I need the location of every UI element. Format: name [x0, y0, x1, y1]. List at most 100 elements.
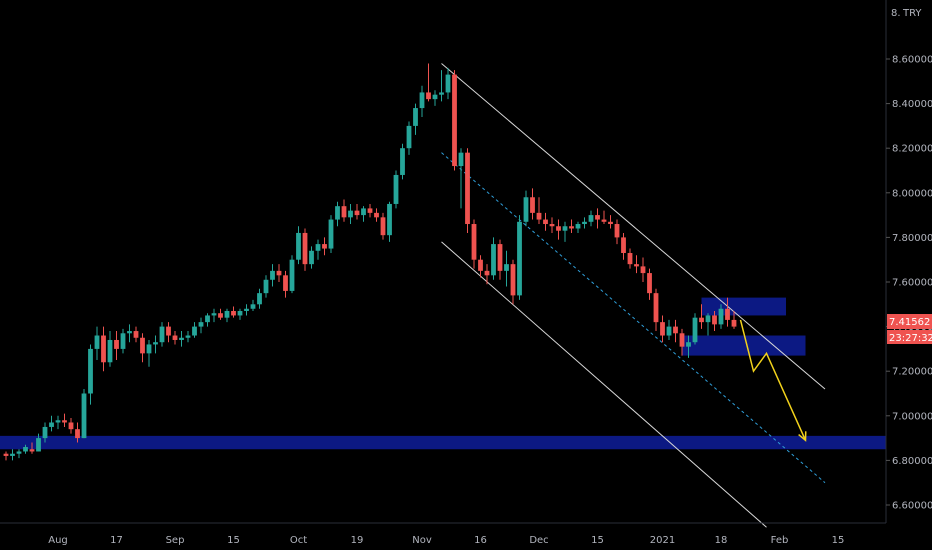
candle-body-108 — [705, 315, 711, 323]
channel-line-lower — [441, 241, 767, 528]
time-tick-label-4: 15 — [227, 535, 240, 546]
projection-arrow — [739, 319, 807, 442]
candle-body-12 — [81, 393, 87, 439]
countdown-box — [887, 330, 932, 344]
candle-body-50 — [328, 219, 334, 249]
candle-body-104 — [679, 333, 685, 347]
candle-body-102 — [666, 326, 672, 336]
candle-body-99 — [647, 273, 652, 294]
candle-body-52 — [341, 206, 347, 218]
price-tick-label-2: 8.20000 — [892, 144, 932, 155]
candle-body-30 — [198, 322, 204, 327]
time-tick-label-6: 19 — [351, 535, 364, 546]
price-axis-top-label: 8. — [891, 8, 901, 19]
candle-body-56 — [367, 208, 373, 213]
candle-body-60 — [393, 174, 399, 204]
time-tick-label-2: 17 — [110, 535, 123, 546]
candle-body-65 — [426, 92, 431, 100]
time-tick-label-7: Nov — [412, 535, 432, 546]
candle-body-26 — [172, 335, 178, 340]
candle-body-84 — [549, 224, 555, 227]
price-tick-label-3: 8.00000 — [892, 188, 932, 199]
candle-body-46 — [302, 232, 308, 265]
candle-body-28 — [185, 335, 191, 338]
candle-body-95 — [621, 237, 626, 254]
time-tick-label-13: Feb — [771, 535, 789, 546]
candle-body-80 — [523, 197, 529, 222]
price-tick-label-9: 6.80000 — [892, 456, 932, 467]
candle-body-67 — [439, 92, 444, 95]
candle-body-44 — [289, 259, 295, 291]
candle-body-73 — [478, 259, 483, 271]
candle-body-103 — [673, 326, 678, 334]
plot-area[interactable] — [0, 63, 886, 528]
candle-body-78 — [510, 264, 516, 296]
time-tick-label-8: 16 — [474, 535, 487, 546]
candle-body-85 — [556, 226, 561, 231]
time-axis[interactable]: 20Aug17Sep15Oct19Nov16Dec15202118Feb15 — [0, 535, 844, 546]
candle-body-63 — [413, 108, 418, 126]
price-zone-3 — [682, 335, 806, 356]
candle-body-70 — [458, 152, 464, 167]
candle-body-92 — [601, 219, 607, 222]
candle-body-4 — [29, 449, 35, 452]
candle-body-1 — [10, 453, 15, 456]
candle-body-13 — [88, 348, 93, 394]
price-tick-label-4: 7.80000 — [892, 233, 932, 244]
candle-body-55 — [361, 208, 366, 216]
projection-path — [739, 319, 807, 441]
candle-body-83 — [543, 219, 548, 225]
channel-line-mid — [441, 152, 826, 484]
candle-body-38 — [250, 304, 256, 309]
time-tick-label-9: Dec — [529, 535, 548, 546]
candle-body-24 — [159, 326, 165, 343]
candle-body-51 — [335, 206, 340, 220]
candle-body-111 — [725, 308, 730, 320]
candle-body-41 — [270, 270, 275, 280]
candle-body-8 — [55, 420, 61, 423]
candle-body-32 — [211, 313, 217, 316]
candle-body-64 — [419, 92, 425, 109]
candle-body-54 — [354, 210, 360, 216]
candle-body-34 — [224, 310, 230, 318]
candle-body-58 — [380, 217, 386, 236]
time-tick-label-3: Sep — [166, 535, 185, 546]
candle-body-98 — [640, 266, 646, 274]
candle-body-3 — [23, 447, 28, 452]
price-axis[interactable]: 8. TRY 8.60000 8.40000 8.20000 8.00000 7.800… — [886, 8, 932, 512]
last-price-tag: 7.41562 23:27:32 — [887, 314, 932, 344]
candle-body-91 — [595, 215, 600, 220]
time-tick-label-1: Aug — [48, 535, 68, 546]
candle-body-33 — [218, 313, 223, 318]
channel-line-upper — [441, 63, 826, 390]
candle-body-88 — [575, 224, 581, 229]
last-price-value: 7.41562 — [889, 317, 930, 328]
candle-body-16 — [107, 339, 113, 363]
candle-body-17 — [114, 339, 119, 349]
candle-body-72 — [471, 224, 477, 260]
candle-body-76 — [497, 244, 503, 271]
candle-body-42 — [276, 270, 282, 276]
time-tick-label-14: 15 — [832, 535, 845, 546]
candle-body-15 — [101, 335, 106, 363]
candle-body-23 — [153, 342, 158, 345]
candle-body-81 — [530, 197, 535, 213]
candle-body-11 — [75, 429, 80, 439]
price-tick-label-1: 8.40000 — [892, 99, 932, 110]
candle-body-79 — [517, 221, 522, 296]
candle-body-94 — [614, 224, 620, 238]
candle-body-66 — [432, 94, 438, 100]
candle-body-107 — [699, 317, 704, 323]
time-tick-label-11: 2021 — [650, 535, 675, 546]
candle-body-89 — [582, 221, 587, 225]
candle-body-75 — [491, 244, 496, 276]
price-zone-1 — [0, 435, 886, 450]
candle-body-62 — [406, 125, 412, 149]
candle-body-14 — [94, 335, 100, 349]
descending-channel — [441, 63, 826, 528]
price-tick-label-8: 7.00000 — [892, 411, 932, 422]
time-tick-label-12: 18 — [715, 535, 728, 546]
candle-body-25 — [166, 326, 171, 336]
